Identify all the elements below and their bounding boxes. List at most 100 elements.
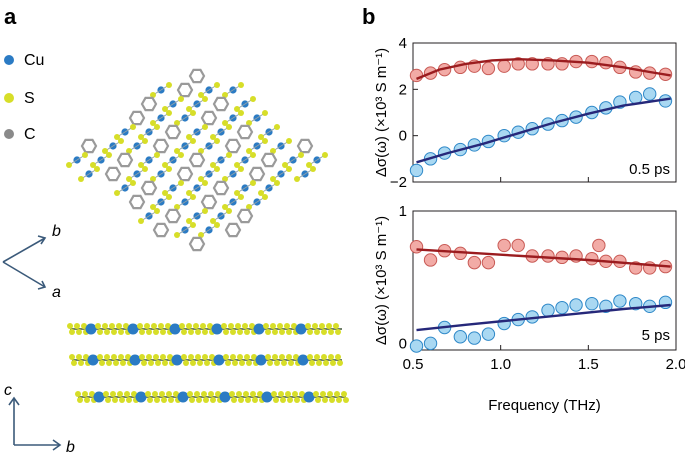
s-atom [188, 354, 194, 360]
s-atom [329, 397, 335, 403]
s-atom [78, 176, 84, 182]
s-atom [222, 176, 228, 182]
s-atom [150, 176, 156, 182]
blue-data-point [613, 294, 627, 308]
s-atom [341, 391, 347, 397]
s-atom [84, 397, 90, 403]
legend-s-label: S [24, 90, 35, 107]
s-atom [189, 397, 195, 403]
carbon-ring [236, 124, 254, 140]
red-data-point [409, 240, 424, 254]
s-atom [160, 329, 166, 335]
s-atom [162, 162, 168, 168]
s-atom [197, 360, 203, 366]
plot-frame [412, 42, 677, 183]
s-atom [190, 110, 196, 116]
carbon-ring [140, 96, 158, 112]
s-atom [234, 106, 240, 112]
s-atom [321, 354, 327, 360]
s-atom [337, 360, 343, 366]
a-arrowhead [37, 280, 47, 290]
carbon-ring [260, 152, 278, 168]
carbon-ring [296, 138, 314, 154]
s-atom [76, 354, 82, 360]
cu-atom [177, 391, 189, 403]
s-atom [273, 397, 279, 403]
axes-arrows-ab [2, 235, 47, 290]
s-atom [142, 138, 148, 144]
x-tick-label: 2.0 [666, 356, 685, 373]
s-atom [316, 360, 322, 366]
s-atom [333, 323, 339, 329]
y-tick-label: 0 [399, 335, 407, 352]
carbon-ring [128, 194, 146, 210]
s-atom [334, 391, 340, 397]
y-tick-label: 1 [399, 203, 407, 220]
s-atom [298, 152, 304, 158]
s-atom [154, 208, 160, 214]
s-atom [183, 360, 189, 366]
s-atom [154, 124, 160, 130]
s-atom [310, 166, 316, 172]
s-atom [230, 329, 236, 335]
blue-data-point [555, 300, 569, 315]
s-atom [186, 134, 192, 140]
s-atom [159, 391, 165, 397]
s-atom [262, 138, 268, 144]
s-atom [110, 391, 116, 397]
s-atom [294, 176, 300, 182]
legend-c-label: C [24, 126, 36, 143]
s-atom [166, 194, 172, 200]
s-atom [162, 360, 168, 366]
s-atom [225, 360, 231, 366]
legend-s-marker [4, 93, 14, 103]
s-atom [153, 329, 159, 335]
s-atom [138, 162, 144, 168]
s-atom [126, 397, 132, 403]
s-atom [114, 190, 120, 196]
s-atom [262, 194, 268, 200]
s-atom [97, 329, 103, 335]
s-atom [270, 323, 276, 329]
s-atom [252, 397, 258, 403]
s-atom [238, 166, 244, 172]
s-atom [204, 360, 210, 366]
s-atom [286, 329, 292, 335]
carbon-ring [104, 166, 122, 182]
s-atom [250, 96, 256, 102]
blue-data-point [643, 87, 657, 101]
cu-atom [87, 354, 99, 366]
b2-arrowhead [52, 439, 62, 451]
s-atom [214, 82, 220, 88]
s-atom [250, 180, 256, 186]
legend-cu-marker [4, 55, 14, 65]
element-legend: Cu S C [4, 52, 44, 143]
s-atom [76, 329, 82, 335]
s-atom [235, 323, 241, 329]
crystal-structure-top-view [66, 68, 328, 252]
b-arrowhead [37, 235, 47, 245]
s-atom [251, 354, 257, 360]
s-atom [326, 323, 332, 329]
s-atom [202, 96, 208, 102]
axes-arrows-cb [8, 396, 62, 451]
cu-atom [129, 354, 141, 366]
cu-atom [295, 323, 307, 335]
s-atom [142, 166, 148, 172]
chart-0p5ps: −2 0 2 4 [390, 35, 677, 191]
s-atom [279, 329, 285, 335]
s-atom [278, 391, 284, 397]
s-atom [307, 354, 313, 360]
red-data-point [467, 255, 482, 270]
c-arrowhead [8, 396, 20, 406]
blue-fit-line [416, 97, 671, 164]
s-atom [150, 204, 156, 210]
blue-data-point [409, 339, 424, 353]
s-atom [335, 354, 341, 360]
s-atom [307, 329, 313, 335]
s-atom [99, 360, 105, 366]
s-atom [112, 397, 118, 403]
s-atom [285, 391, 291, 397]
s-atom [113, 360, 119, 366]
s-atom [174, 204, 180, 210]
